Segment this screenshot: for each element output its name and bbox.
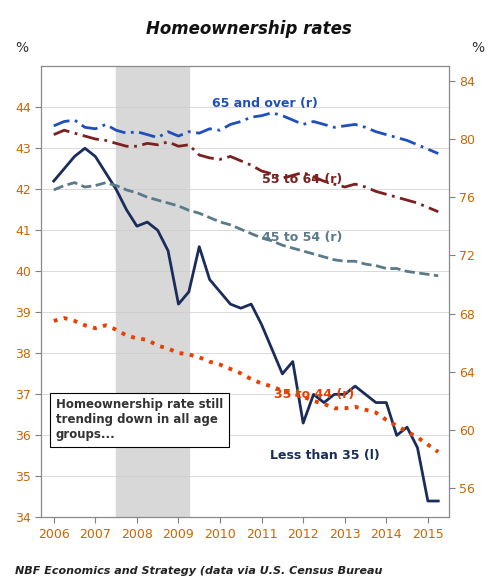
Text: %: % — [471, 41, 484, 55]
Text: Less than 35 (l): Less than 35 (l) — [270, 449, 379, 462]
Text: Homeownership rate still
trending down in all age
groups...: Homeownership rate still trending down i… — [56, 398, 223, 441]
Text: %: % — [15, 41, 28, 55]
Text: 65 and over (r): 65 and over (r) — [212, 97, 318, 110]
Bar — [116, 66, 189, 518]
Text: NBF Economics and Strategy (data via U.S. Census Bureau: NBF Economics and Strategy (data via U.S… — [15, 566, 382, 576]
Text: 45 to 54 (r): 45 to 54 (r) — [261, 231, 342, 244]
Text: 35 to 44 (r): 35 to 44 (r) — [274, 388, 354, 401]
Text: Homeownership rates: Homeownership rates — [146, 20, 352, 38]
Text: 55 to 64 (r): 55 to 64 (r) — [261, 173, 342, 186]
